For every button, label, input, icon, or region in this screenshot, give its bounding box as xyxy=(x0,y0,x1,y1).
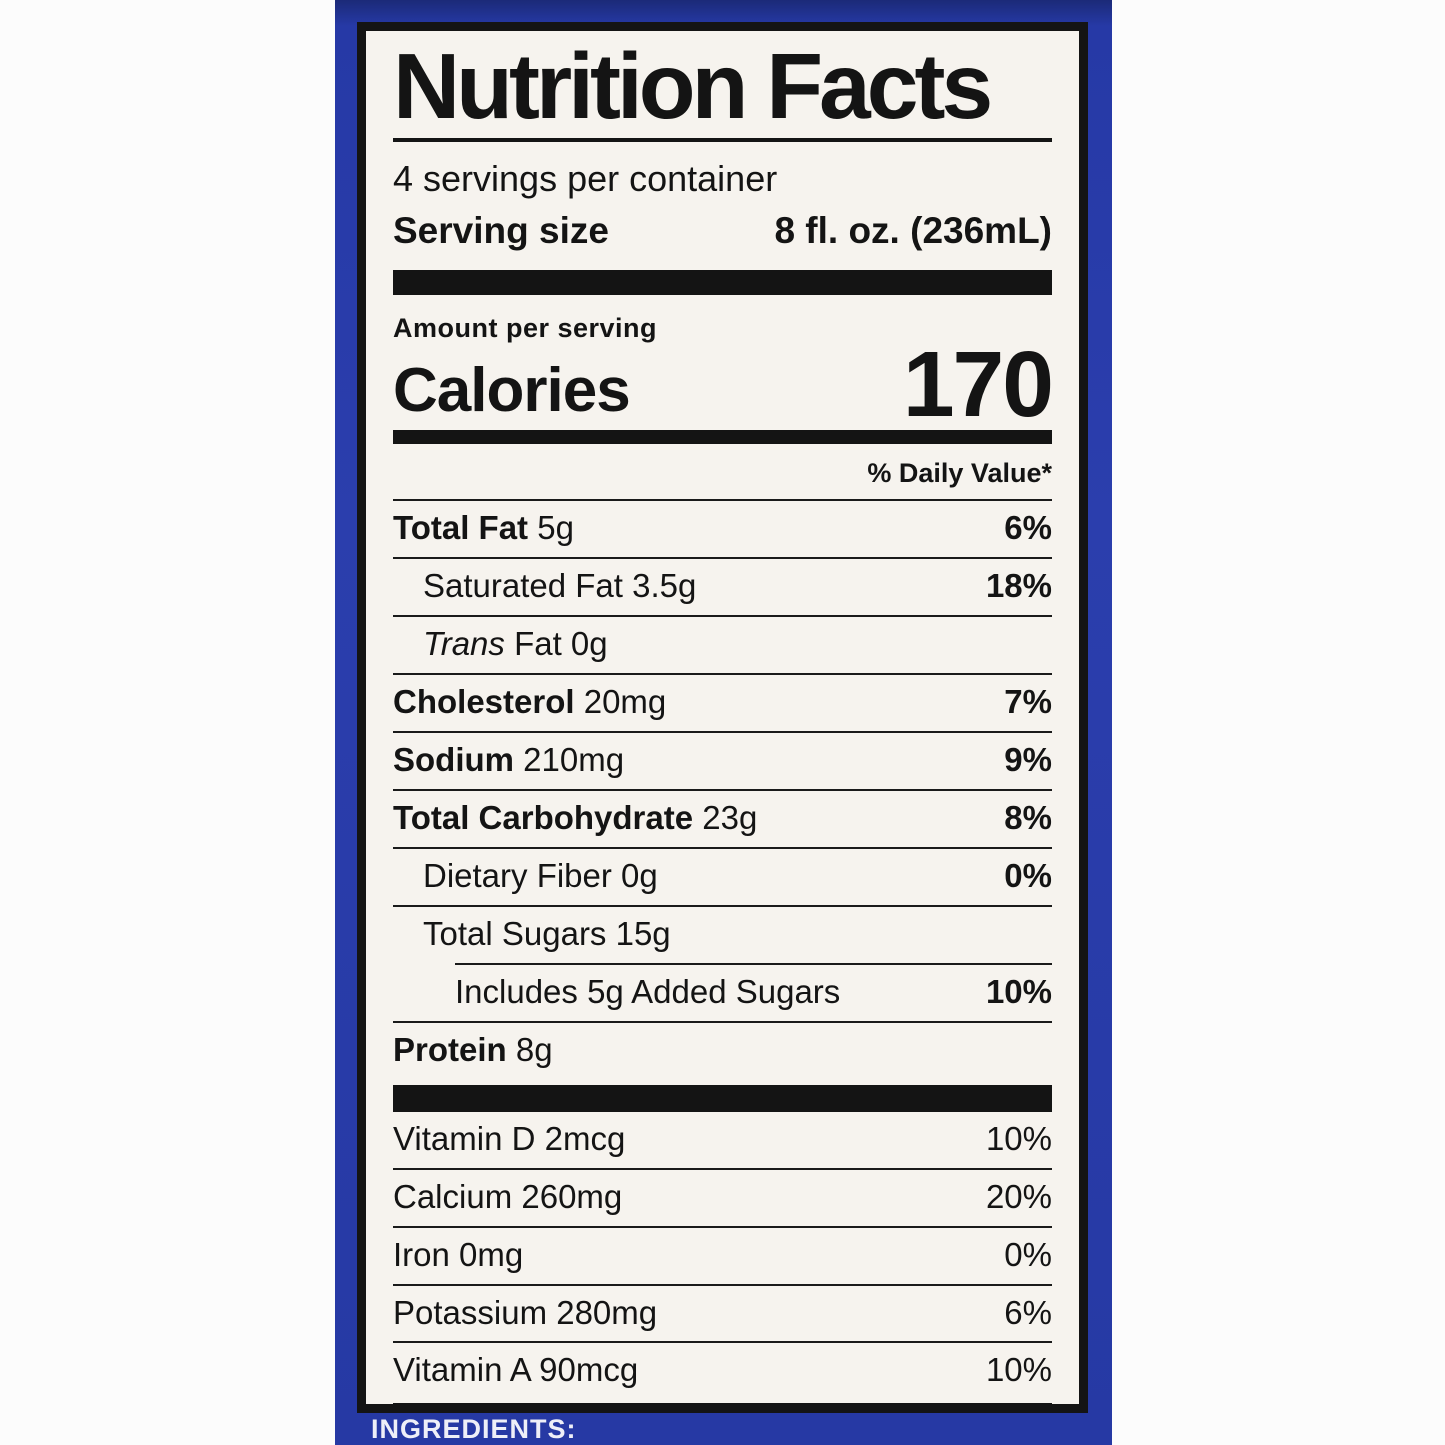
nutrient-text: Calcium 260mg xyxy=(393,1177,623,1215)
nutrient-text: Cholesterol 20mg xyxy=(393,682,667,720)
calories-value: 170 xyxy=(902,331,1054,436)
daily-value-pct: 6% xyxy=(1004,509,1052,547)
row-divider xyxy=(393,904,1052,907)
vitamin-row: Calcium 260mg 20% xyxy=(393,1170,1052,1226)
vitamin-row: Vitamin A 90mcg 10% xyxy=(393,1343,1052,1399)
vitamin-row: Vitamin D 2mcg 10% xyxy=(393,1112,1052,1168)
vitamin-row: Potassium 280mg 6% xyxy=(393,1286,1052,1342)
nutrient-row: Cholesterol 20mg 7% xyxy=(393,675,1052,731)
row-divider xyxy=(393,1225,1052,1228)
nutrient-row: Dietary Fiber 0g 0% xyxy=(393,849,1052,905)
divider-bar-thick xyxy=(393,269,1052,295)
nutrient-text: Vitamin A 90mcg xyxy=(393,1351,639,1389)
nutrient-rows: Total Fat 5g 6% Saturated Fat 3.5g 18% Trans… xyxy=(393,499,1052,1079)
serving-size-label: Serving size xyxy=(393,209,609,251)
daily-value-pct: 0% xyxy=(1004,856,1052,894)
daily-value-pct: 9% xyxy=(1004,740,1052,778)
nutrient-text: Trans Fat 0g xyxy=(423,625,608,663)
daily-value-header: % Daily Value* xyxy=(867,458,1052,489)
row-divider xyxy=(393,557,1052,560)
daily-value-pct: 10% xyxy=(985,1119,1052,1157)
nutrient-text: Total Sugars 15g xyxy=(423,914,671,952)
row-divider xyxy=(393,1341,1052,1344)
nutrient-row: Total Sugars 15g xyxy=(393,907,1052,963)
row-divider xyxy=(393,1020,1052,1023)
row-divider xyxy=(393,615,1052,618)
nutrition-facts-label: Nutrition Facts 4 servings per container… xyxy=(357,22,1088,1413)
daily-value-pct: 8% xyxy=(1004,798,1052,836)
serving-size-row: Serving size 8 fl. oz. (236mL) xyxy=(393,210,1052,252)
carton-background: Nutrition Facts 4 servings per container… xyxy=(335,0,1112,1445)
nutrient-row: Saturated Fat 3.5g 18% xyxy=(393,559,1052,615)
daily-value-pct: 6% xyxy=(1004,1293,1052,1331)
nutrient-text: Potassium 280mg xyxy=(393,1293,658,1331)
nutrient-text: Total Carbohydrate 23g xyxy=(393,798,758,836)
label-title: Nutrition Facts xyxy=(393,34,993,138)
servings-per-container: 4 servings per container xyxy=(393,157,778,199)
nutrient-text: Saturated Fat 3.5g xyxy=(423,567,697,605)
row-divider xyxy=(455,962,1052,965)
daily-value-pct: 0% xyxy=(1004,1235,1052,1273)
nutrient-text: Protein 8g xyxy=(393,1030,553,1068)
nutrient-row: Total Carbohydrate 23g 8% xyxy=(393,791,1052,847)
divider-bar-medium xyxy=(393,430,1052,445)
row-divider xyxy=(393,730,1052,733)
daily-value-pct: 7% xyxy=(1004,682,1052,720)
daily-value-pct: 20% xyxy=(985,1177,1052,1215)
daily-value-pct: 18% xyxy=(985,567,1052,605)
title-divider xyxy=(393,137,1052,142)
nutrient-row: Includes 5g Added Sugars 10% xyxy=(393,965,1052,1021)
ingredients-partial-text: INGREDIENTS: xyxy=(371,1414,577,1444)
row-divider xyxy=(393,788,1052,791)
row-divider xyxy=(393,1167,1052,1170)
nutrient-row: Total Fat 5g 6% xyxy=(393,501,1052,557)
nutrient-text: Sodium 210mg xyxy=(393,740,625,778)
daily-value-pct: 10% xyxy=(985,1351,1052,1389)
row-divider xyxy=(393,499,1052,502)
calories-row: Calories 170 xyxy=(393,331,1054,436)
nutrient-text: Dietary Fiber 0g xyxy=(423,856,658,894)
nutrient-row: Sodium 210mg 9% xyxy=(393,733,1052,789)
vitamin-rows: Vitamin D 2mcg 10% Calcium 260mg 20% Iron 0m… xyxy=(393,1112,1052,1400)
amount-per-serving-label: Amount per serving xyxy=(393,312,658,343)
serving-size-value: 8 fl. oz. (236mL) xyxy=(774,209,1052,251)
divider-bar-thick xyxy=(393,1084,1052,1112)
nutrient-row: Protein 8g xyxy=(393,1023,1052,1079)
row-divider xyxy=(393,846,1052,849)
nutrient-row: Trans Fat 0g xyxy=(393,617,1052,673)
nutrient-text: Iron 0mg xyxy=(393,1235,524,1273)
divider-bar-medium xyxy=(393,1403,1052,1404)
daily-value-pct: 10% xyxy=(985,972,1052,1010)
nutrient-text: Total Fat 5g xyxy=(393,509,574,547)
row-divider xyxy=(393,672,1052,675)
calories-label: Calories xyxy=(393,356,631,426)
vitamin-row: Iron 0mg 0% xyxy=(393,1228,1052,1284)
nutrient-text: Includes 5g Added Sugars xyxy=(455,972,841,1010)
row-divider xyxy=(393,1283,1052,1286)
nutrient-text: Vitamin D 2mcg xyxy=(393,1119,626,1157)
